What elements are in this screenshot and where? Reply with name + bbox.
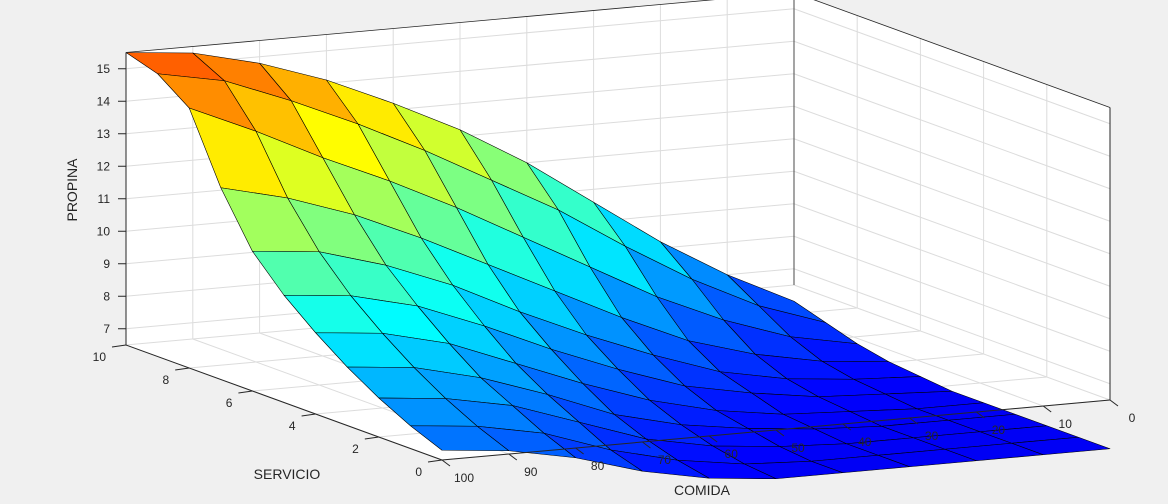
x-tick-label: 80: [591, 459, 605, 473]
y-tick-mark: [427, 459, 443, 463]
z-tick-label: 14: [97, 94, 111, 108]
x-tick-mark: [508, 453, 518, 461]
z-tick-label: 12: [97, 159, 111, 173]
x-tick-label: 30: [925, 429, 939, 443]
surface-face: [410, 425, 510, 452]
x-tick-label: 50: [791, 441, 805, 455]
y-tick-label: 8: [163, 373, 170, 387]
y-tick-mark: [238, 390, 253, 394]
axis-box-line: [813, 0, 1111, 108]
x-tick-mark: [708, 435, 718, 443]
x-tick-mark: [909, 417, 918, 425]
z-axis-title: PROPINA: [64, 158, 80, 222]
y-tick-mark: [364, 436, 379, 440]
x-tick-mark: [1042, 405, 1052, 413]
y-tick-mark: [175, 367, 190, 371]
axis-box-line: [125, 0, 715, 53]
side-wall: [794, 0, 1110, 400]
x-tick-label: 40: [858, 435, 872, 449]
x-tick-label: 70: [658, 453, 672, 467]
x-tick-label: 20: [992, 423, 1006, 437]
x-tick-mark: [575, 447, 584, 455]
x-tick-label: 10: [1059, 417, 1073, 431]
z-tick-label: 8: [103, 289, 110, 303]
y-axis-title: SERVICIO: [254, 466, 321, 482]
x-tick-mark: [1109, 399, 1119, 407]
z-tick-label: 13: [97, 127, 111, 141]
x-tick-mark: [842, 423, 852, 431]
z-tick-label: 15: [97, 62, 111, 76]
z-tick-label: 11: [98, 192, 111, 206]
y-tick-label: 10: [93, 350, 107, 364]
axis-line: [125, 344, 443, 461]
y-tick-mark: [301, 413, 316, 417]
x-tick-mark: [642, 441, 651, 449]
x-tick-mark: [441, 459, 451, 467]
y-tick-label: 0: [415, 465, 422, 479]
y-tick-label: 6: [226, 396, 233, 410]
x-tick-label: 90: [524, 465, 538, 479]
x-tick-label: 60: [725, 447, 739, 461]
x-tick-label: 100: [454, 471, 474, 485]
y-tick-label: 2: [352, 442, 359, 456]
z-tick-label: 7: [103, 322, 110, 336]
x-tick-mark: [976, 411, 985, 419]
x-tick-mark: [775, 429, 785, 437]
x-axis-title: COMIDA: [674, 482, 731, 498]
y-tick-label: 4: [289, 419, 296, 433]
surface-mesh: [125, 52, 1111, 480]
grid-line: [793, 284, 1111, 401]
z-tick-label: 10: [97, 224, 111, 238]
y-tick-mark: [111, 344, 127, 348]
x-tick-label: 0: [1129, 411, 1136, 425]
z-tick-label: 9: [103, 257, 110, 271]
